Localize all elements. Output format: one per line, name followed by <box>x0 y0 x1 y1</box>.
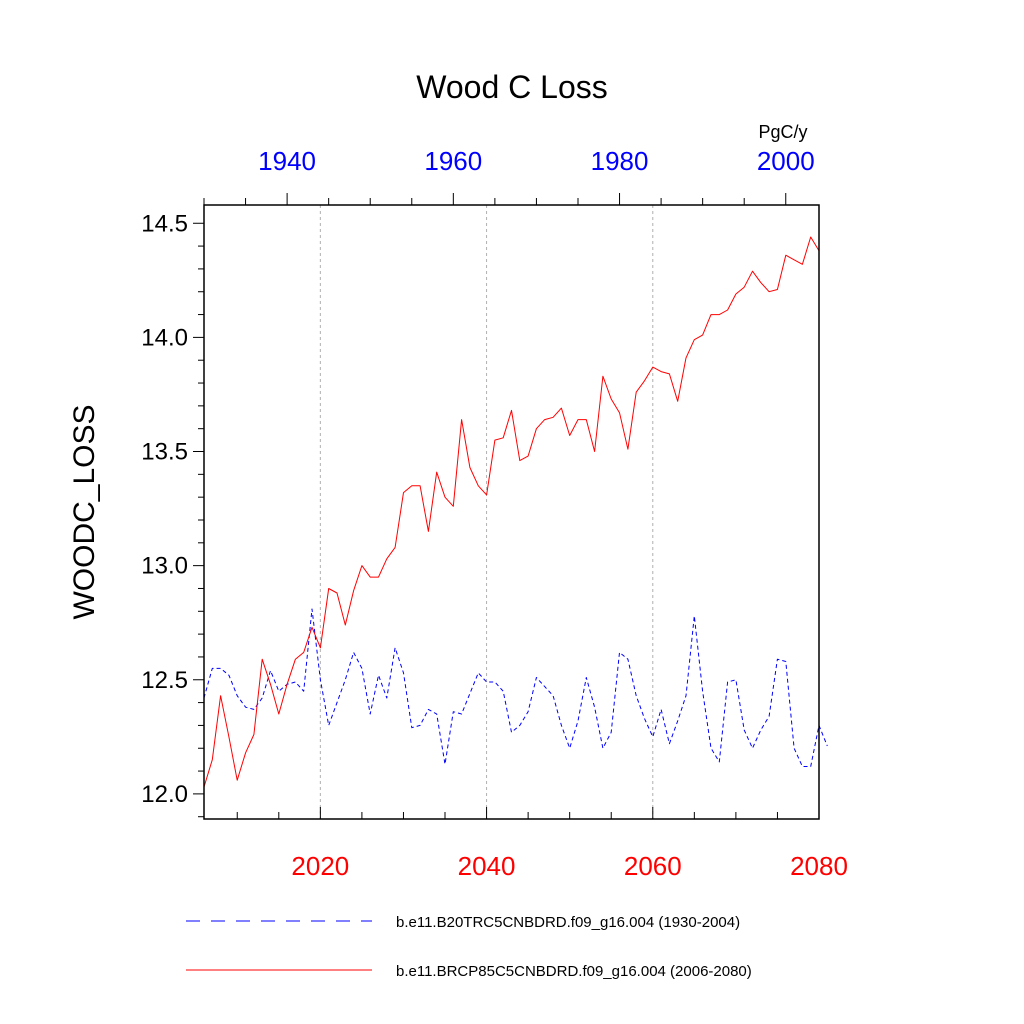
axes: 12.0 12.5 13.0 13.5 14.0 14.5 2020 2040 2060 2080… <box>141 146 848 881</box>
x-top-tick-label: 1960 <box>424 146 482 176</box>
gridlines <box>319 205 654 819</box>
y-tick-label: 13.5 <box>141 439 188 466</box>
x-top-tick-label: 1980 <box>591 146 649 176</box>
y-tick-label: 14.5 <box>141 210 188 237</box>
legend-label-historical: b.e11.B20TRC5CNBDRD.f09_g16.004 (1930-20… <box>396 914 740 931</box>
legend-label-rcp85: b.e11.BRCP85C5CNBDRD.f09_g16.004 (2006-2… <box>396 963 752 980</box>
x-bottom-tick-label: 2040 <box>458 851 516 881</box>
x-top-tick-label: 2000 <box>757 146 815 176</box>
chart-title: Wood C Loss <box>416 69 608 105</box>
x-bottom-tick-label: 2020 <box>291 851 349 881</box>
series-line-historical <box>203 608 828 767</box>
y-tick-label: 12.5 <box>141 667 188 694</box>
x-top-tick-label: 1940 <box>258 146 316 176</box>
y-axis-label: WOODC_LOSS <box>68 404 101 619</box>
y-tick-label: 12.0 <box>141 781 188 808</box>
series-layer <box>203 236 828 788</box>
series-line-rcp85 <box>203 236 820 788</box>
units-label: PgC/y <box>758 122 807 142</box>
legend: b.e11.B20TRC5CNBDRD.f09_g16.004 (1930-20… <box>186 914 752 980</box>
y-tick-label: 14.0 <box>141 324 188 351</box>
x-bottom-tick-label: 2080 <box>790 851 848 881</box>
plot-frame <box>203 204 820 820</box>
y-tick-label: 13.0 <box>141 553 188 580</box>
x-bottom-tick-label: 2060 <box>624 851 682 881</box>
